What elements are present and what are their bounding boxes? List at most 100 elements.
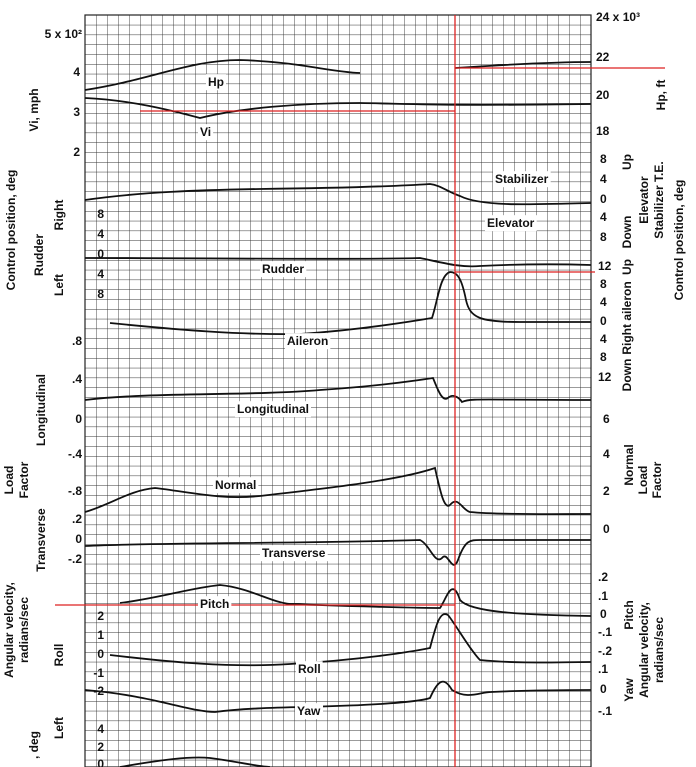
axis-title: Left xyxy=(52,717,66,739)
trace-label-bg xyxy=(198,124,214,141)
left-tick-label: 0 xyxy=(75,412,82,426)
traces xyxy=(84,59,592,767)
right-tick-label: 22 xyxy=(596,50,610,64)
left-tick-label: -1 xyxy=(93,666,104,680)
axis-title: Pitch xyxy=(622,600,636,629)
left-tick-label: 8 xyxy=(97,287,104,301)
reference-lines xyxy=(55,15,665,767)
axis-title: radians/sec xyxy=(17,597,31,663)
axis-title: Up xyxy=(620,259,634,275)
trace-label-bg xyxy=(260,545,328,562)
bottom-trace xyxy=(119,756,271,767)
left-tick-label: 2 xyxy=(97,609,104,623)
axis-title: Right aileron xyxy=(620,281,634,354)
axis-title: Yaw xyxy=(622,678,636,702)
axis-title: Load xyxy=(636,466,650,495)
trace-label: Longitudinal xyxy=(237,402,309,416)
trace-label: Yaw xyxy=(297,704,321,718)
axis-title: Up xyxy=(620,154,634,170)
right-tick-label: 4 xyxy=(600,210,607,224)
axis-title: Transverse xyxy=(34,508,48,572)
hp-trace xyxy=(84,59,592,91)
trace-label-bg xyxy=(485,215,537,232)
right-tick-label: 4 xyxy=(600,172,607,186)
trace-label: Normal xyxy=(215,478,256,492)
left-tick-label: 4 xyxy=(97,267,104,281)
right-tick-label: .1 xyxy=(598,662,608,676)
axis-title: Stabilizer T.E. xyxy=(652,161,666,238)
trace-label: Stabilizer xyxy=(495,172,549,186)
aileron-trace xyxy=(109,271,591,336)
left-tick-label: 0 xyxy=(97,647,104,661)
axis-title: Normal xyxy=(622,444,636,485)
left-tick-label: 0 xyxy=(75,532,82,546)
left-tick-label: 0 xyxy=(97,247,104,261)
trace-label-bg xyxy=(198,596,232,613)
right-tick-label: 8 xyxy=(600,277,607,291)
right-tick-label: 0 xyxy=(600,314,607,328)
axis-title: Control position, deg xyxy=(672,180,686,301)
right-tick-label: 4 xyxy=(600,332,607,346)
left-tick-label: .4 xyxy=(72,372,82,386)
trace-label: Aileron xyxy=(287,334,328,348)
left-tick-label: 4 xyxy=(97,722,104,736)
axis-title: , deg xyxy=(27,731,41,759)
left-tick-label: -.8 xyxy=(68,484,82,498)
left-tick-label: 2 xyxy=(73,145,80,159)
trace-label: Vi xyxy=(200,125,211,139)
right-tick-label: 12 xyxy=(598,259,612,273)
trace-label-bg xyxy=(260,261,307,278)
grid xyxy=(84,14,592,767)
right-tick-label: 24 x 10³ xyxy=(596,10,640,24)
yaw-trace xyxy=(84,680,592,713)
right-tick-label: .1 xyxy=(598,589,608,603)
left-tick-label: -.4 xyxy=(68,447,82,461)
axis-title: radians/sec xyxy=(652,617,666,683)
right-tick-label: .2 xyxy=(598,570,608,584)
right-tick-label: -.1 xyxy=(598,704,612,718)
trace-label: Hp xyxy=(208,75,224,89)
right-tick-label: 6 xyxy=(603,412,610,426)
right-tick-label: 0 xyxy=(600,682,607,696)
left-tick-label: 1 xyxy=(97,628,104,642)
trace-label: Elevator xyxy=(487,216,535,230)
axis-title: Left xyxy=(52,274,66,296)
left-tick-label: 3 xyxy=(73,105,80,119)
axis-title: Angular velocity, xyxy=(637,602,651,698)
right-tick-label: -.2 xyxy=(598,644,612,658)
trace-label-bg xyxy=(213,477,259,494)
axis-title: Vi, mph xyxy=(27,88,41,131)
left-tick-label: -.2 xyxy=(68,552,82,566)
longitudinal-trace xyxy=(84,377,592,404)
axis-title: Right xyxy=(52,200,66,231)
stabilizer-trace xyxy=(84,183,592,206)
trace-label: Transverse xyxy=(262,546,326,560)
axis-title: Control position, deg xyxy=(4,170,18,291)
trace-label: Roll xyxy=(298,662,321,676)
trace-label-bg xyxy=(206,74,226,91)
axis-title: Longitudinal xyxy=(34,374,48,446)
axis-title: Hp, ft xyxy=(654,80,668,111)
right-tick-label: 8 xyxy=(600,230,607,244)
normal-trace xyxy=(84,466,592,516)
vi-trace xyxy=(84,97,592,119)
right-tick-label: -.1 xyxy=(598,625,612,639)
roll-trace xyxy=(109,613,592,667)
rudder-trace xyxy=(84,257,592,268)
left-tick-label: 4 xyxy=(73,65,80,79)
trace-label-bg xyxy=(295,703,324,720)
right-tick-label: 0 xyxy=(603,522,610,536)
axis-title: Angular velocity, xyxy=(2,582,16,678)
transverse-trace xyxy=(84,539,591,566)
left-tick-label: 4 xyxy=(97,227,104,241)
right-tick-label: 8 xyxy=(600,350,607,364)
right-tick-label: 20 xyxy=(596,88,610,102)
left-tick-label: 0 xyxy=(97,757,104,767)
left-tick-label: 2 xyxy=(97,740,104,754)
right-tick-label: 8 xyxy=(600,152,607,166)
right-tick-label: 4 xyxy=(603,447,610,461)
left-tick-label: .8 xyxy=(72,334,82,348)
axis-title: Roll xyxy=(52,644,66,667)
